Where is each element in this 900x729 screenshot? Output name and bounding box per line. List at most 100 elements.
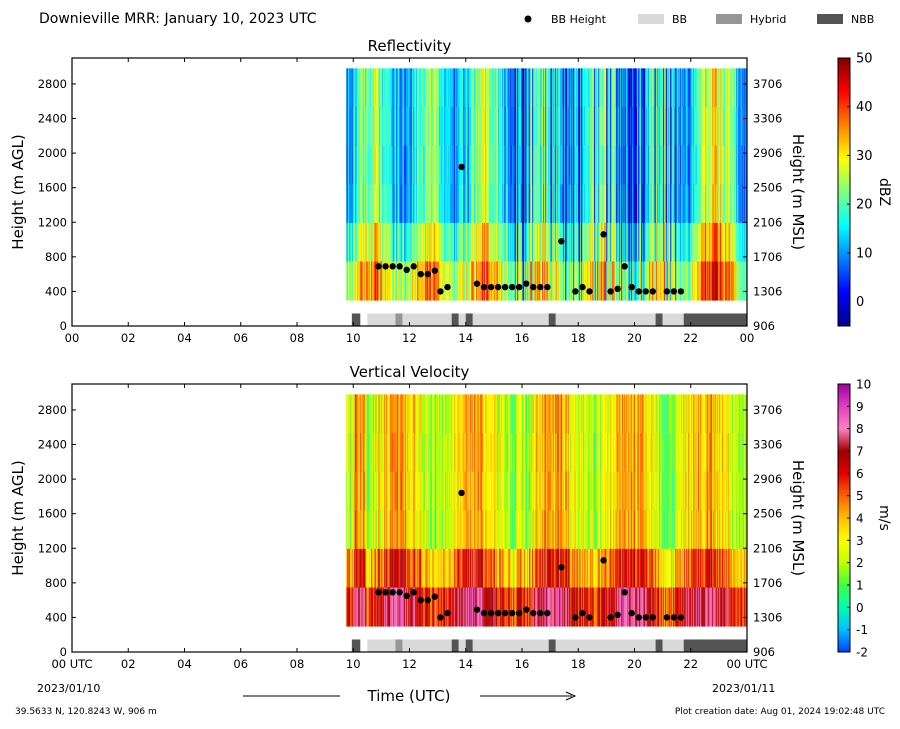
y-tick-label-right-5: 2906 (753, 146, 782, 160)
x-tick-label-11: 22 (683, 331, 698, 345)
bb-height-point-8 (432, 593, 438, 599)
legend-marker-0 (525, 16, 532, 23)
figure-title: Downieville MRR: January 10, 2023 UTC (39, 11, 317, 27)
bb-height-point-13 (481, 610, 487, 616)
bb-height-point-5 (411, 263, 417, 269)
y-tick-label-right-4: 2506 (753, 181, 782, 195)
y-tick-label-left-3: 1200 (38, 215, 67, 229)
bb-height-point-37 (678, 614, 684, 620)
legend-swatch-2 (716, 14, 742, 24)
x-tick-label-1: 02 (121, 657, 136, 671)
x-tick-label-7: 14 (458, 657, 473, 671)
y-tick-label-right-6: 3306 (753, 112, 782, 126)
bb-height-point-0 (375, 589, 381, 595)
bb-height-point-29 (614, 612, 620, 618)
y-tick-label-left-5: 2000 (38, 472, 67, 486)
x-tick-label-9: 18 (571, 657, 586, 671)
bb-type-segment-12 (684, 313, 747, 326)
bb-type-segment-1 (367, 313, 395, 326)
bb-type-strip (352, 313, 747, 326)
colorbar-tick-label-3: 1 (856, 579, 864, 593)
colorbar-tick-label-4: 40 (856, 100, 873, 115)
y-tick-label-right-7: 3706 (753, 403, 782, 417)
bb-type-segment-4 (452, 639, 459, 652)
colorbar-tick-label-0: -2 (856, 646, 868, 660)
bb-height-point-0 (375, 263, 381, 269)
bb-height-point-18 (516, 284, 522, 290)
bb-height-point-3 (396, 589, 402, 595)
y-tick-label-left-2: 800 (45, 576, 67, 590)
bb-type-segment-11 (663, 313, 684, 326)
x-tick-label-12: 00 UTC (726, 657, 767, 671)
bb-height-point-4 (403, 593, 409, 599)
bb-height-point-22 (544, 610, 550, 616)
y-tick-label-left-7: 2800 (38, 403, 67, 417)
bb-type-segment-5 (459, 639, 466, 652)
y-axis-label-right: Height (m MSL) (789, 460, 807, 576)
y-tick-label-left-6: 2400 (38, 438, 67, 452)
x-tick-label-0: 00 (65, 331, 80, 345)
bb-type-segment-6 (466, 313, 473, 326)
bb-height-point-4 (403, 267, 409, 273)
y-axis-label-right: Height (m MSL) (789, 134, 807, 250)
bb-height-point-25 (579, 284, 585, 290)
bb-height-point-37 (678, 288, 684, 294)
bb-height-point-30 (621, 263, 627, 269)
bb-height-point-15 (495, 284, 501, 290)
bb-height-point-14 (488, 284, 494, 290)
bb-type-segment-8 (549, 313, 556, 326)
bb-height-point-6 (418, 271, 424, 277)
bb-height-point-11 (458, 490, 464, 496)
bb-height-point-8 (432, 267, 438, 273)
bb-height-point-16 (502, 610, 508, 616)
y-tick-label-left-0: 0 (60, 645, 67, 659)
colorbar-tick-label-5: 3 (856, 534, 864, 548)
bb-height-point-27 (600, 557, 606, 563)
legend-swatch-1 (638, 14, 664, 24)
bb-type-segment-8 (549, 639, 556, 652)
bb-height-point-5 (411, 589, 417, 595)
bb-height-point-3 (396, 263, 402, 269)
colorbar-tick-label-0: 0 (856, 295, 864, 310)
bb-height-point-21 (537, 610, 543, 616)
y-tick-label-right-0: 906 (753, 645, 775, 659)
colorbar-tick-label-1: -1 (856, 623, 868, 637)
colorbar-tick-label-3: 30 (856, 149, 873, 164)
bb-height-point-34 (650, 288, 656, 294)
bb-height-point-13 (481, 284, 487, 290)
bb-height-point-2 (389, 263, 395, 269)
x-tick-label-10: 20 (627, 657, 642, 671)
bb-height-point-18 (516, 610, 522, 616)
x-tick-label-12: 00 (740, 331, 755, 345)
bb-height-point-20 (530, 284, 536, 290)
bb-type-strip (352, 639, 747, 652)
bb-height-point-25 (579, 610, 585, 616)
colorbar-tick-label-1: 10 (856, 246, 873, 261)
legend-swatch-3 (817, 14, 843, 24)
heatmap-field (346, 394, 747, 626)
x-tick-label-3: 06 (233, 657, 248, 671)
bb-height-point-33 (643, 614, 649, 620)
bb-type-segment-7 (473, 639, 549, 652)
x-axis-label: Time (UTC) (367, 687, 451, 705)
bb-height-point-15 (495, 610, 501, 616)
bb-height-point-29 (614, 286, 620, 292)
bb-height-point-35 (664, 614, 670, 620)
bb-type-segment-2 (395, 313, 402, 326)
bb-type-segment-11 (663, 639, 684, 652)
colorbar-tick-label-11: 9 (856, 400, 864, 414)
x-tick-label-6: 12 (402, 657, 417, 671)
legend-label-3: NBB (851, 13, 874, 26)
y-axis-label-left: Height (m AGL) (9, 460, 27, 575)
bb-height-point-33 (643, 288, 649, 294)
bb-height-point-26 (586, 614, 592, 620)
colorbar-label: dBZ (876, 178, 892, 206)
x-tick-label-8: 16 (515, 657, 530, 671)
bb-height-point-23 (558, 564, 564, 570)
x-tick-label-5: 10 (346, 657, 361, 671)
bb-height-point-20 (530, 610, 536, 616)
location-text: 39.5633 N, 120.8243 W, 906 m (15, 707, 157, 717)
x-tick-label-4: 08 (290, 331, 305, 345)
